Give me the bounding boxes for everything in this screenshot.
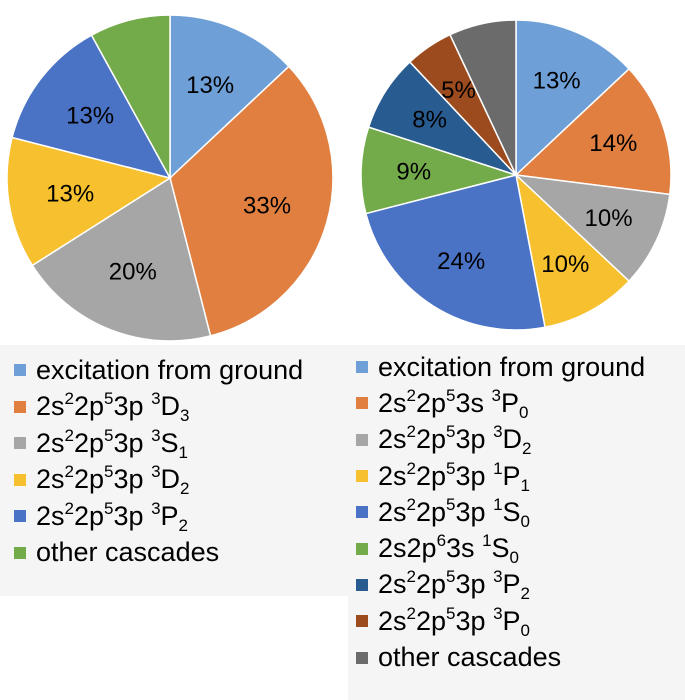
right-legend: excitation from ground 2s22p53s 3P0 2s22p5… [356,349,645,676]
right-legend-item: 2s22p53s 3P0 [356,385,645,421]
right-pie-slice-0 [515,19,631,177]
left-legend-label: other cascades [36,537,220,568]
right-slice-label-7: 5% [441,77,476,104]
left-legend-label: 2s22p53p 3S1 [36,425,189,462]
left-legend-swatch [14,510,26,523]
right-pie-slice-8 [449,19,517,176]
right-legend-swatch [356,470,368,483]
right-legend-item: 2s22p53p 3D2 [356,422,645,458]
left-legend-swatch [14,400,26,413]
left-slice-label-3: 13% [46,180,94,207]
right-slice-label-4: 24% [437,248,485,275]
right-pie-slice-4 [364,174,546,331]
left-slice-label-1: 33% [243,193,291,220]
left-legend-label: 2s22p53p 3D2 [36,462,190,499]
left-pie-slice-4 [11,34,172,180]
right-legend-label: 2s22p53p 1S0 [378,494,531,531]
right-pie-slice-1 [514,67,672,196]
left-legend-swatch [14,437,26,450]
left-legend-item: excitation from ground [14,352,303,389]
left-pie-chart: 13% 33% 20% 13% 13% [6,14,334,342]
right-legend-swatch [356,651,368,664]
right-slice-label-5: 9% [396,158,431,185]
right-slice-label-0: 13% [533,68,581,95]
right-pie-area: 13% 14% 10% 10% 24% 9% 8% 5% [348,0,685,345]
left-legend-label: excitation from ground [36,354,304,385]
left-pie-slice-3 [6,136,172,267]
left-pie-slice-5 [90,14,171,179]
right-slice-label-3: 10% [541,251,589,278]
right-legend-item: 2s22p53p 1P1 [356,458,645,494]
right-legend-item: 2s22p53p 1S0 [356,494,645,530]
left-slice-label-2: 20% [109,258,157,285]
right-legend-item: 2s22p53p 3P2 [356,567,645,603]
left-legend-item: other cascades [14,535,303,572]
left-pie-slice-2 [31,176,212,342]
left-legend-item: 2s22p53p 3D3 [14,389,303,426]
right-pie-slice-3 [514,172,631,329]
left-legend-swatch [14,546,26,559]
left-pie-area: 13% 33% 20% 13% 13% [0,0,348,345]
right-legend-swatch [356,361,368,374]
right-legend-label: 2s22p53p 3P0 [378,603,531,640]
left-legend-swatch [14,473,26,486]
left-legend-item: 2s22p53p 3P2 [14,498,303,535]
right-chart-panel: 13% 14% 10% 10% 24% 9% 8% 5% excitation from gr… [348,0,685,700]
left-pie-slice-1 [169,65,334,337]
right-legend-swatch [356,542,368,555]
right-legend-label: other cascades [378,642,562,673]
right-legend-label: 2s2p63s 1S0 [378,531,520,568]
left-slice-label-0: 13% [186,72,234,99]
right-legend-swatch [356,397,368,410]
right-legend-swatch [356,506,368,519]
left-legend-swatch [14,364,26,377]
right-slice-label-2: 10% [585,205,633,232]
right-legend-swatch [356,578,368,591]
right-pie-slice-5 [360,126,519,215]
left-legend-item: 2s22p53p 3S1 [14,425,303,462]
right-legend-label: 2s22p53s 3P0 [378,385,529,422]
left-slice-label-4: 13% [66,103,114,130]
left-legend-label: 2s22p53p 3D3 [36,389,190,426]
right-pie-slice-2 [513,173,671,283]
right-pie-chart: 13% 14% 10% 10% 24% 9% 8% 5% [360,19,672,331]
right-legend-label: 2s22p53p 3D2 [378,422,532,459]
left-legend: excitation from ground 2s22p53p 3D3 2s22p5… [14,352,303,571]
right-legend-swatch [356,433,368,446]
right-legend-swatch [356,615,368,628]
left-legend-item: 2s22p53p 3D2 [14,462,303,499]
right-slice-label-1: 14% [589,130,637,157]
left-legend-label: 2s22p53p 3P2 [36,498,189,535]
right-legend-label: 2s22p53p 1P1 [378,458,531,495]
right-legend-item: 2s22p53p 3P0 [356,603,645,639]
right-slice-label-6: 8% [412,107,447,134]
right-legend-label: excitation from ground [378,351,646,382]
left-chart-panel: 13% 33% 20% 13% 13% excitation from ground 2s… [0,0,348,596]
right-legend-label: 2s22p53p 3P2 [378,567,531,604]
left-pie-slice-0 [169,14,290,180]
right-legend-item: 2s2p63s 1S0 [356,530,645,566]
right-legend-item: other cascades [356,639,645,675]
right-legend-item: excitation from ground [356,349,645,385]
